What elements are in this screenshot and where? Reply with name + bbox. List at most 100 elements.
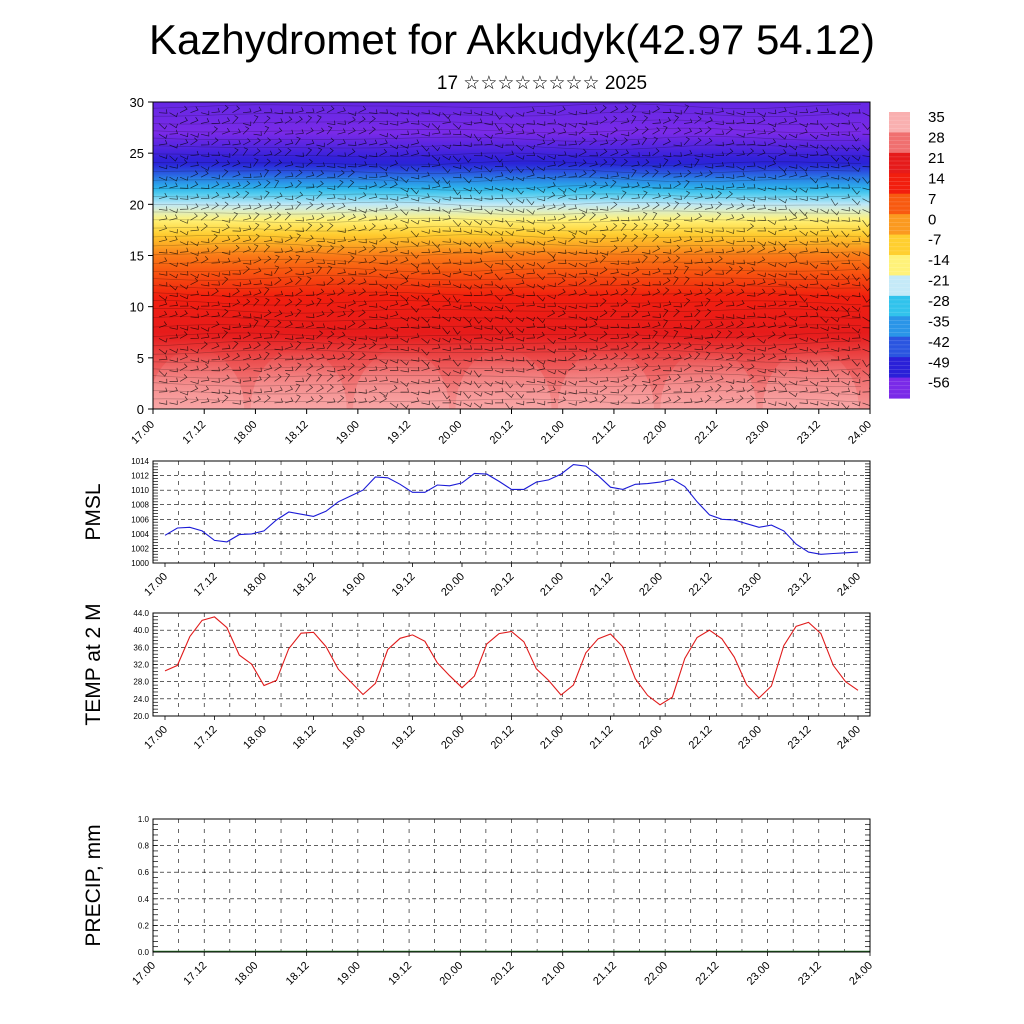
temperature-contour	[153, 398, 862, 404]
wind-barb	[809, 247, 819, 253]
wind-barb	[799, 123, 808, 128]
wind-barb	[347, 169, 355, 178]
wind-barb	[704, 170, 713, 178]
wind-barb	[389, 160, 399, 167]
wind-barb	[326, 290, 336, 296]
x-tick-label: 20.00	[436, 419, 464, 447]
wind-barb	[746, 197, 756, 203]
wind-barb	[221, 235, 231, 243]
wind-barb	[746, 128, 756, 135]
wind-barb	[673, 323, 682, 328]
wind-barb	[400, 359, 409, 366]
wind-barb	[211, 321, 220, 328]
wind-barb	[452, 173, 462, 179]
wind-barb	[704, 308, 712, 318]
wind-barb	[778, 171, 787, 178]
wind-barb	[232, 270, 241, 275]
wind-barb	[841, 354, 850, 361]
wind-barb	[631, 161, 640, 167]
wind-barb	[421, 259, 430, 264]
wind-barb	[190, 106, 199, 114]
wind-barb	[799, 295, 808, 303]
wind-barb	[746, 223, 755, 232]
wind-barb	[862, 219, 870, 228]
x-tick-label: 19.00	[340, 571, 368, 599]
wind-barb	[788, 252, 798, 259]
wind-barb	[463, 241, 472, 247]
wind-barb	[620, 216, 630, 222]
wind-barb	[788, 110, 798, 116]
x-tick-label: 20.12	[489, 960, 517, 988]
wind-barb	[673, 127, 682, 135]
wind-barb	[452, 344, 462, 350]
wind-barb	[221, 394, 229, 404]
wind-barb	[473, 151, 483, 157]
wind-barb	[190, 348, 199, 354]
wind-barb	[221, 153, 231, 158]
wind-barb	[589, 120, 598, 125]
wind-barb	[809, 217, 819, 223]
wind-barb	[473, 228, 483, 233]
wind-barb	[400, 277, 409, 286]
wind-barb	[830, 335, 840, 340]
wind-barb	[515, 400, 525, 406]
colorbar-swatch	[889, 112, 910, 134]
wind-barb	[515, 198, 525, 204]
wind-barb	[536, 323, 546, 329]
wind-barb	[599, 214, 609, 221]
wind-barb	[253, 353, 262, 361]
wind-barb	[473, 370, 482, 378]
wind-barb	[358, 257, 367, 264]
wind-barb	[683, 201, 691, 210]
wind-barb	[778, 118, 787, 124]
wind-barb	[589, 169, 597, 178]
wind-barb	[715, 190, 722, 199]
wind-barb	[746, 203, 756, 210]
wind-barb	[232, 191, 240, 199]
wind-barb	[652, 201, 660, 210]
wind-barb	[599, 331, 608, 339]
wind-barb	[704, 236, 714, 243]
wind-barb	[263, 108, 273, 114]
wind-barb	[295, 216, 304, 222]
wind-barb	[725, 163, 735, 168]
wind-barb	[799, 387, 808, 393]
wind-barb	[221, 363, 230, 371]
wind-barb	[641, 281, 651, 287]
wind-barb	[284, 255, 293, 264]
wind-barb	[452, 283, 462, 289]
wind-barb	[841, 252, 850, 258]
wind-barb	[694, 115, 702, 124]
wind-barb	[715, 375, 724, 382]
wind-barb	[557, 345, 567, 350]
wind-barb	[799, 284, 808, 289]
wind-barb	[200, 223, 208, 232]
wind-barb	[799, 166, 808, 172]
wind-barb	[253, 244, 259, 253]
wind-barb	[547, 191, 556, 200]
wind-barb	[704, 341, 712, 350]
wind-barb	[295, 116, 303, 124]
wind-barb	[589, 291, 598, 296]
wind-barb	[788, 391, 798, 398]
x-tick-label: 22.12	[693, 419, 721, 447]
wind-barb	[158, 282, 168, 287]
wind-barb	[515, 293, 525, 299]
wind-barb	[368, 244, 376, 253]
wind-barb	[389, 246, 399, 253]
wind-barb	[221, 302, 231, 308]
wind-barb	[704, 297, 711, 307]
wind-barb	[305, 127, 314, 135]
wind-barb	[851, 401, 861, 407]
wind-barb	[631, 244, 639, 253]
wind-barb	[820, 344, 829, 350]
wind-barb	[841, 193, 850, 200]
wind-barb	[830, 391, 840, 397]
x-tick-label: 19.00	[340, 724, 368, 752]
wind-barb	[673, 142, 682, 147]
wind-barb	[253, 388, 262, 393]
wind-barb	[851, 237, 861, 243]
wind-barb	[589, 223, 597, 232]
wind-barb	[715, 227, 724, 232]
wind-barb	[442, 176, 451, 185]
